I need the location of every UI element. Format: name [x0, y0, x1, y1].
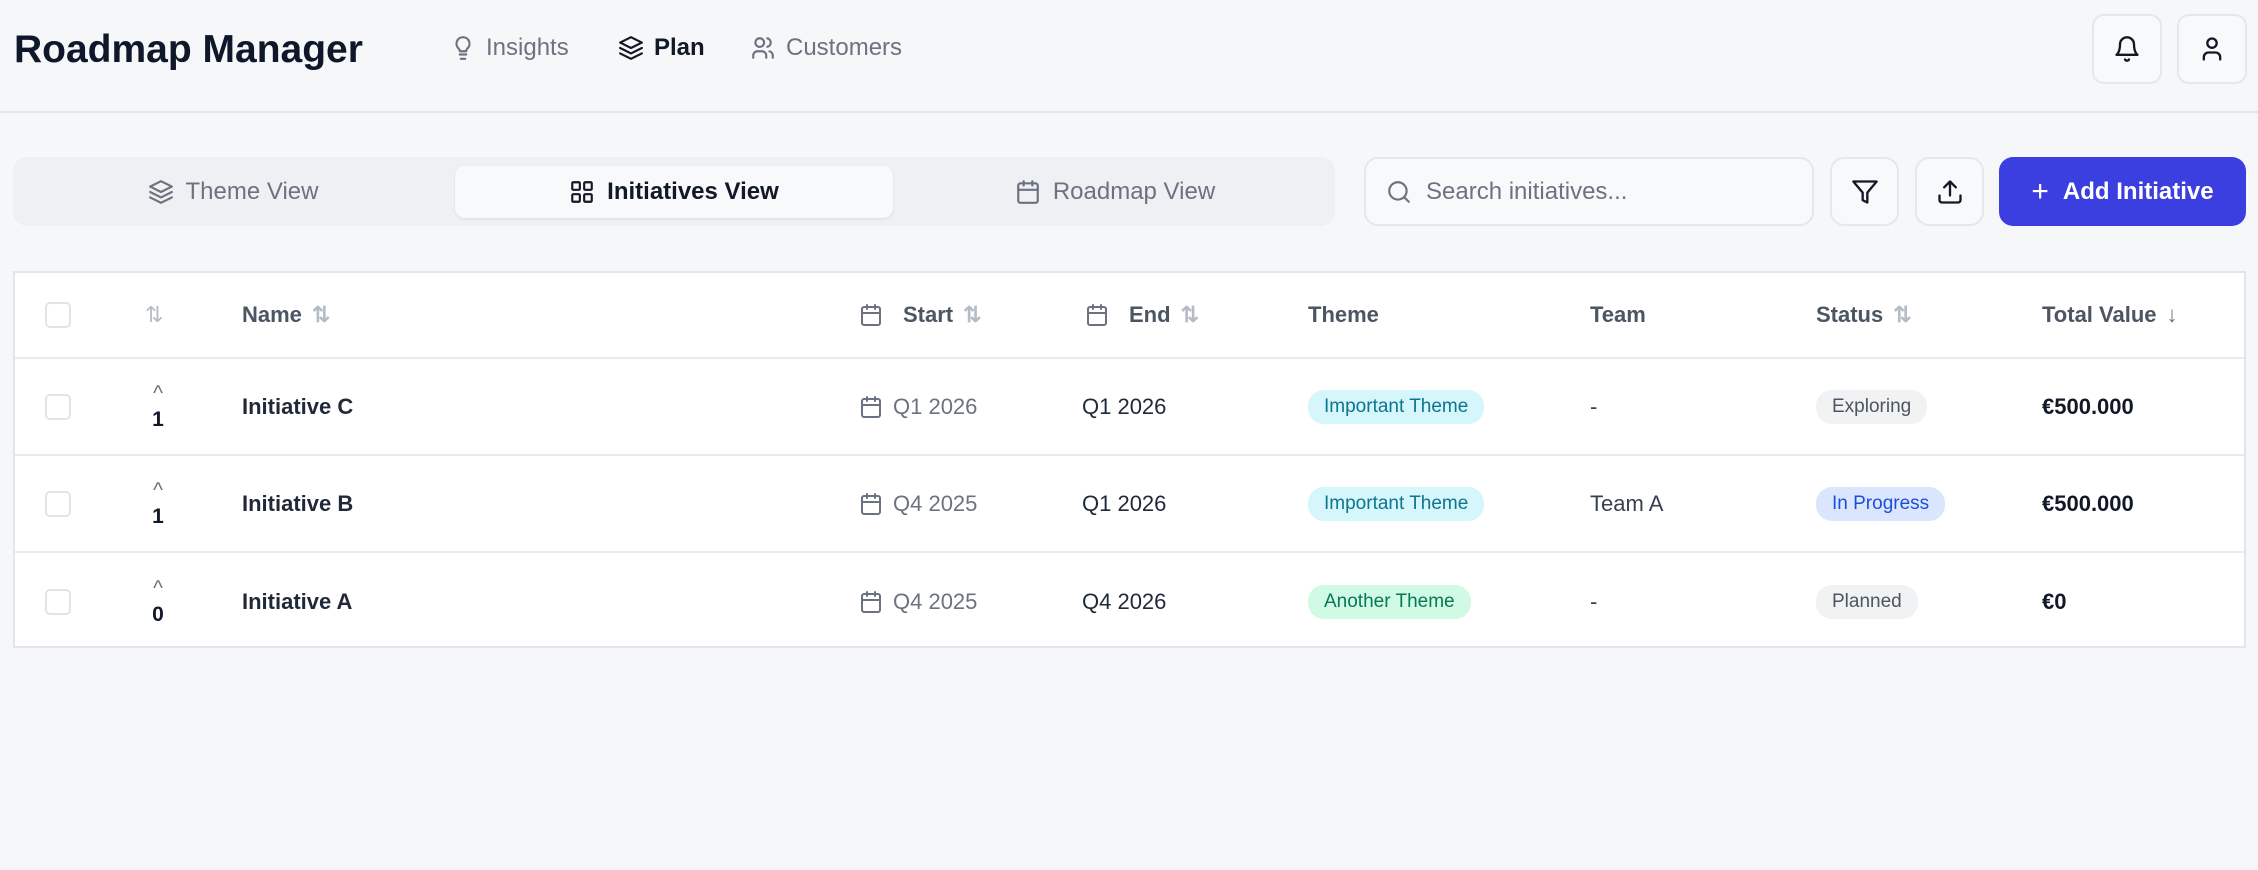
- upvote-icon[interactable]: ^: [153, 478, 163, 502]
- nav-insights[interactable]: Insights: [450, 34, 569, 62]
- nav-label: Insights: [486, 34, 569, 61]
- table-row[interactable]: ^ 1 Initiative C Q1 2026 Q1 2026 Importan…: [15, 359, 2244, 456]
- start-value: Q4 2025: [893, 588, 978, 614]
- header-label: Total Value: [2042, 302, 2157, 327]
- calendar-icon: [861, 492, 881, 515]
- table-row[interactable]: ^ 1 Initiative B Q4 2025 Q1 2026 Importan…: [15, 456, 2244, 553]
- sort-icon: ⇅: [963, 302, 982, 327]
- search-box[interactable]: [1364, 157, 1814, 226]
- calendar-icon: [861, 395, 881, 418]
- header-label: Start: [903, 302, 954, 327]
- team-value: -: [1590, 588, 1598, 614]
- sort-icon[interactable]: ⇅: [145, 302, 164, 327]
- end-date: Q4 2026: [1082, 588, 1167, 614]
- add-initiative-button[interactable]: + Add Initiative: [1999, 157, 2246, 226]
- start-date[interactable]: Q4 2025: [859, 553, 977, 650]
- table-header: ⇅ Name ⇅ Start ⇅ End ⇅ Theme Team Status ⇅ T…: [15, 273, 2244, 359]
- initiative-name[interactable]: Initiative B: [242, 490, 354, 516]
- tab-label: Initiatives View: [607, 178, 779, 205]
- header-label: Status: [1816, 302, 1884, 327]
- status-badge: Planned: [1816, 584, 1918, 619]
- select-all-checkbox[interactable]: [45, 302, 71, 328]
- theme-badge: Important Theme: [1308, 389, 1485, 424]
- vote-count: 1: [152, 504, 164, 528]
- theme-badge: Another Theme: [1308, 584, 1471, 619]
- nav-label: Plan: [654, 34, 705, 61]
- grid-icon: [571, 181, 594, 203]
- table-row[interactable]: ^ 0 Initiative A Q4 2025 Q4 2026 Another …: [15, 553, 2244, 650]
- nav-customers[interactable]: Customers: [750, 34, 902, 62]
- header-label: End: [1129, 302, 1171, 327]
- status-badge: In Progress: [1816, 486, 1946, 521]
- upload-icon: [1937, 179, 1962, 204]
- header-end[interactable]: End ⇅: [1085, 273, 1199, 357]
- tab-label: Roadmap View: [1052, 178, 1216, 205]
- users-icon: [752, 37, 774, 59]
- row-checkbox[interactable]: [45, 490, 71, 517]
- profile-button[interactable]: [2177, 14, 2247, 84]
- app-header: Roadmap Manager Insights Plan Customers: [0, 0, 2258, 113]
- tab-label: Theme View: [185, 178, 319, 205]
- tab-initiatives-view[interactable]: Initiatives View: [455, 166, 893, 218]
- vote-count: 0: [152, 602, 164, 626]
- row-checkbox[interactable]: [45, 588, 71, 615]
- initiative-name[interactable]: Initiative C: [242, 393, 354, 419]
- start-value: Q4 2025: [893, 490, 978, 516]
- sort-icon: ⇅: [1180, 302, 1199, 327]
- vote-count: 1: [152, 407, 164, 431]
- header-start[interactable]: Start ⇅: [859, 273, 982, 357]
- start-date[interactable]: Q1 2026: [859, 359, 977, 454]
- calendar-icon: [1087, 304, 1107, 326]
- calendar-icon: [1016, 180, 1039, 204]
- tab-roadmap-view[interactable]: Roadmap View: [895, 166, 1335, 218]
- total-value: €500.000: [2042, 393, 2134, 419]
- team-value: Team A: [1590, 490, 1664, 516]
- header-team: Team: [1590, 302, 1646, 327]
- header-label: Name: [242, 302, 302, 327]
- initiatives-table: ⇅ Name ⇅ Start ⇅ End ⇅ Theme Team Status ⇅ T…: [13, 271, 2246, 648]
- team-value: -: [1590, 393, 1598, 419]
- nav-plan[interactable]: Plan: [618, 34, 705, 62]
- tab-theme-view[interactable]: Theme View: [13, 166, 453, 218]
- layers-icon: [619, 36, 643, 60]
- header-total-value[interactable]: Total Value ↓: [2042, 273, 2178, 357]
- start-date[interactable]: Q4 2025: [859, 456, 977, 551]
- header-status[interactable]: Status ⇅: [1816, 273, 1912, 357]
- sort-icon: ⇅: [311, 302, 331, 327]
- lightbulb-icon: [455, 36, 471, 60]
- app-title: Roadmap Manager: [14, 28, 363, 71]
- theme-badge: Important Theme: [1308, 486, 1485, 521]
- initiative-name[interactable]: Initiative A: [242, 588, 353, 614]
- calendar-icon: [861, 304, 881, 326]
- upvote-icon[interactable]: ^: [153, 576, 163, 600]
- bell-icon: [2115, 36, 2139, 62]
- layers-icon: [148, 180, 173, 204]
- end-date: Q1 2026: [1082, 490, 1167, 516]
- notifications-button[interactable]: [2092, 14, 2162, 84]
- calendar-icon: [861, 590, 881, 613]
- total-value: €0: [2042, 588, 2067, 614]
- sort-icon: ⇅: [1893, 302, 1912, 327]
- filter-icon: [1851, 179, 1878, 204]
- nav-label: Customers: [786, 34, 903, 61]
- search-icon: [1388, 180, 1410, 203]
- view-tabs: Theme View Initiatives View Roadmap View: [13, 157, 1335, 226]
- export-button[interactable]: [1915, 157, 1984, 226]
- row-checkbox[interactable]: [45, 393, 71, 420]
- sort-desc-icon: ↓: [2166, 302, 2178, 327]
- status-badge: Exploring: [1816, 389, 1928, 424]
- header-name[interactable]: Name ⇅: [242, 273, 330, 357]
- header-theme: Theme: [1308, 302, 1379, 327]
- filter-button[interactable]: [1830, 157, 1899, 226]
- search-input[interactable]: [1426, 177, 1806, 206]
- add-initiative-label: Add Initiative: [2062, 177, 2214, 205]
- user-icon: [2202, 37, 2222, 61]
- end-date: Q1 2026: [1082, 393, 1167, 419]
- plus-icon: +: [2031, 174, 2049, 208]
- start-value: Q1 2026: [893, 393, 978, 419]
- total-value: €500.000: [2042, 490, 2134, 516]
- upvote-icon[interactable]: ^: [153, 381, 163, 405]
